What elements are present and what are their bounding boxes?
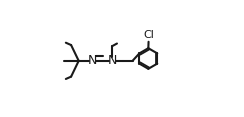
Text: N: N	[107, 54, 117, 67]
Text: Cl: Cl	[143, 30, 154, 40]
Text: N: N	[88, 54, 97, 67]
